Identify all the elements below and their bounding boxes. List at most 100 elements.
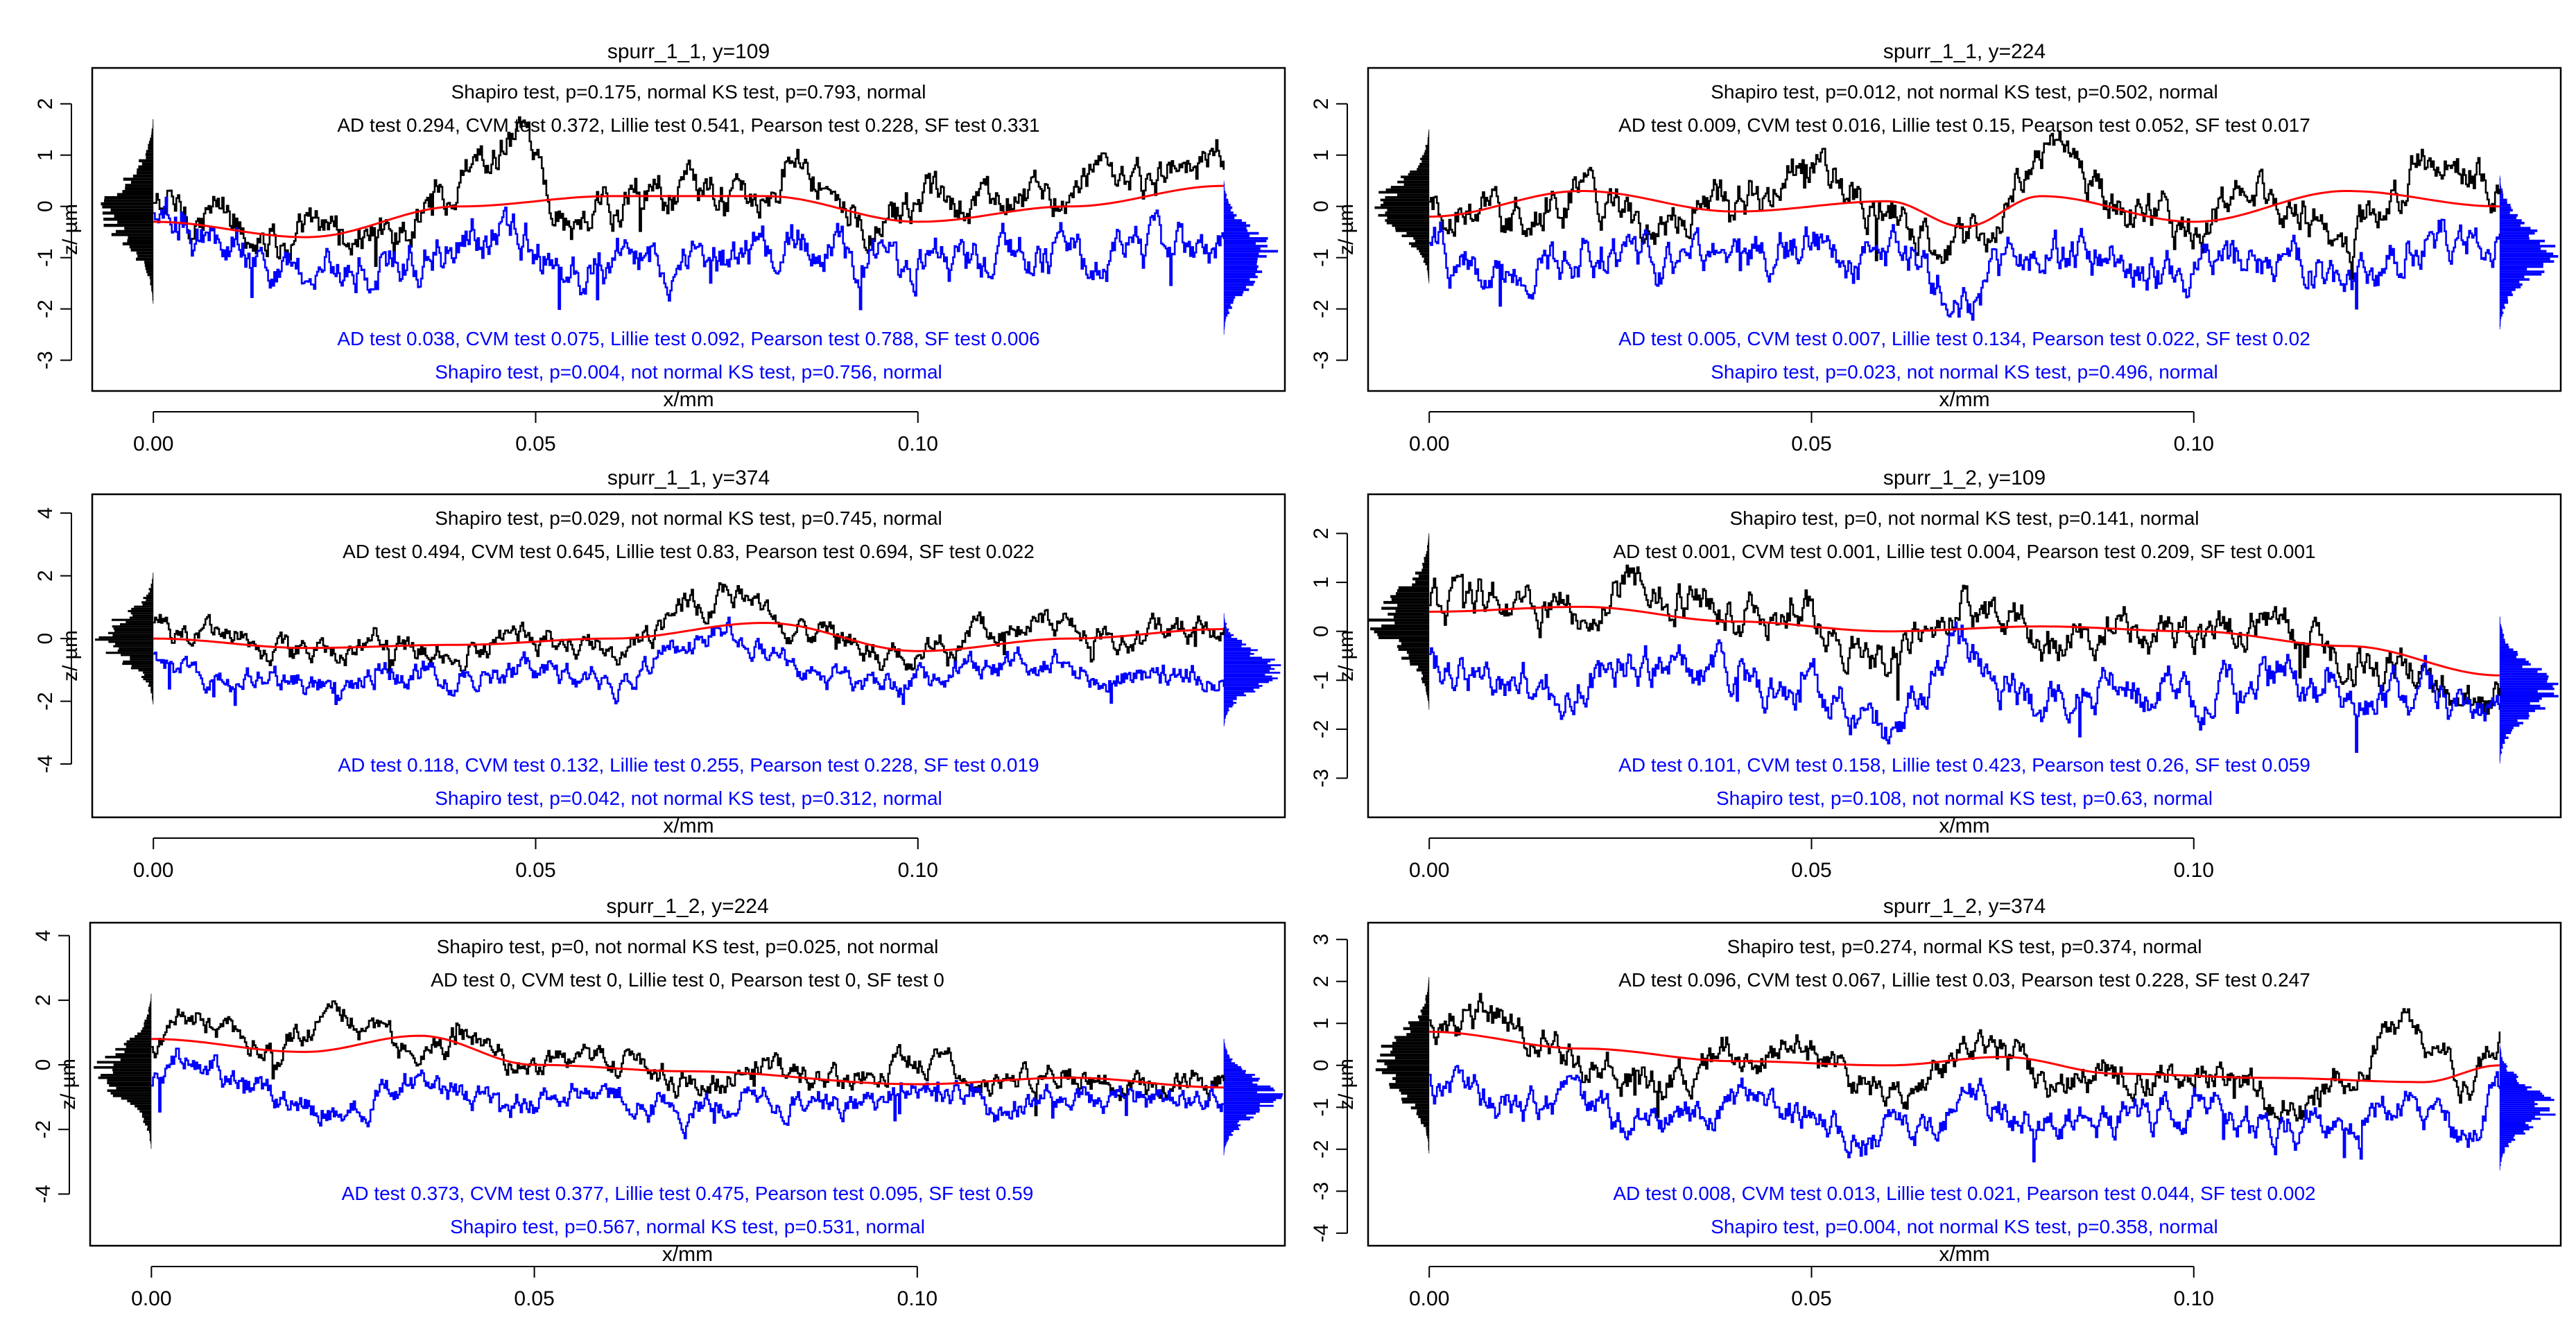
histogram-original-bar: [1428, 706, 1430, 710]
histogram-original-bar: [1397, 180, 1430, 184]
plot-area: [101, 116, 1279, 335]
histogram-filtered-bar: [2499, 707, 2545, 710]
histogram-original-bar: [1394, 227, 1430, 229]
histogram-original-bar: [1422, 674, 1430, 678]
histogram-original-bar: [1424, 1003, 1430, 1007]
histogram-original-bar: [114, 629, 154, 632]
panel-2: spurr_1_1, y=224 Shapiro test, p=0.012, n…: [1310, 40, 2562, 455]
chart-title: spurr_1_1, y=109: [607, 40, 770, 63]
histogram-filtered-bar: [2499, 265, 2543, 268]
blue-stats-line-2: Shapiro test, p=0.108, not normal KS tes…: [1716, 788, 2213, 809]
x-tick-label: 0.10: [2174, 1287, 2214, 1310]
histogram-filtered-bar: [1223, 1138, 1229, 1140]
histogram-filtered-bar: [1223, 1099, 1277, 1102]
histogram-original-bar: [130, 1037, 152, 1041]
histogram-filtered: [1223, 180, 1279, 335]
histogram-original-bar: [130, 1102, 152, 1105]
x-tick-label: 0.10: [2174, 859, 2214, 882]
histogram-filtered-bar: [2499, 283, 2523, 286]
histogram-original-bar: [1428, 1145, 1430, 1148]
histogram-filtered-bar: [2499, 278, 2530, 281]
histogram-original-bar: [1410, 170, 1430, 173]
histogram-original-bar: [113, 645, 154, 647]
histogram-original-bar: [1398, 586, 1430, 589]
histogram-filtered-bar: [1223, 636, 1231, 638]
histogram-filtered-bar: [2499, 1142, 2509, 1145]
histogram-original-bar: [150, 1001, 152, 1004]
histogram-filtered-bar: [2499, 687, 2555, 690]
histogram-filtered-bar: [1223, 1072, 1246, 1075]
histogram-original-bar: [128, 609, 154, 613]
histogram-filtered-bar: [1223, 630, 1229, 633]
histogram-filtered-bar: [2499, 1134, 2515, 1137]
series-line-original: [153, 582, 1225, 675]
histogram-original-bar: [1409, 659, 1430, 663]
histogram-filtered-bar: [2499, 1149, 2505, 1151]
histogram-filtered-bar: [1223, 275, 1258, 279]
histogram-original-bar: [1427, 991, 1430, 995]
histogram-filtered-bar: [1223, 270, 1263, 273]
histogram-filtered-bar: [1223, 641, 1243, 644]
histogram-filtered-bar: [2499, 1077, 2516, 1080]
chart-title: spurr_1_2, y=374: [1883, 895, 2046, 918]
histogram-original-bar: [1415, 580, 1430, 584]
histogram-filtered-bar: [2499, 316, 2502, 320]
histogram-filtered-bar: [1223, 1103, 1260, 1105]
y-tick-label: 2: [1310, 98, 1333, 110]
histogram-filtered-bar: [1223, 1087, 1274, 1090]
y-tick-label: -3: [1310, 769, 1333, 788]
histogram-original-bar: [130, 667, 154, 670]
histogram-original-bar: [130, 658, 154, 661]
histogram-original: [1368, 533, 1430, 710]
histogram-filtered-bar: [1223, 1118, 1250, 1121]
histogram-original-bar: [1427, 270, 1430, 273]
histogram-original-bar: [109, 1084, 152, 1087]
series-line-filtered: [153, 616, 1225, 706]
histogram-original-bar: [1378, 214, 1430, 217]
histogram-original-bar: [1395, 609, 1430, 613]
blue-stats-line-1: AD test 0.038, CVM test 0.075, Lillie te…: [337, 328, 1039, 349]
histogram-filtered-bar: [2499, 237, 2530, 240]
histogram-filtered-bar: [1223, 301, 1234, 304]
histogram-original-bar: [1427, 545, 1430, 548]
histogram-original-bar: [1403, 183, 1430, 186]
y-tick-label: 0: [32, 1059, 55, 1071]
y-tick-label: -2: [32, 1120, 55, 1139]
y-tick-label: -3: [1310, 1182, 1333, 1201]
histogram-original-bar: [1427, 142, 1430, 145]
histogram-filtered-bar: [1223, 1140, 1228, 1142]
histogram-filtered-bar: [1223, 1133, 1233, 1136]
histogram-filtered-bar: [2499, 1050, 2502, 1053]
histogram-original-bar: [113, 627, 154, 630]
histogram-filtered-bar: [1223, 304, 1231, 306]
histogram-original-bar: [1426, 1000, 1430, 1004]
histogram-original-bar: [1427, 695, 1430, 698]
x-tick-label: 0.00: [1409, 859, 1449, 882]
histogram-original-bar: [117, 649, 154, 652]
histogram-filtered-bar: [2499, 636, 2504, 639]
histogram-filtered-bar: [1223, 1081, 1253, 1084]
histogram-original-bar: [1410, 1029, 1430, 1034]
histogram-filtered-bar: [2499, 663, 2531, 666]
histogram-original-bar: [145, 266, 154, 270]
histogram-original-bar: [98, 1076, 152, 1079]
histogram-original-bar: [115, 1053, 152, 1056]
histogram-original-bar: [1424, 557, 1430, 560]
histogram-filtered-bar: [1223, 672, 1281, 674]
histogram-original-bar: [1417, 1015, 1430, 1018]
histogram-filtered-bar: [2499, 1056, 2502, 1059]
histogram-filtered-bar: [2499, 704, 2541, 708]
histogram-filtered-bar: [1223, 1147, 1225, 1150]
histogram-filtered-bar: [1223, 613, 1225, 616]
histogram-original-bar: [1388, 612, 1430, 616]
histogram-original-bar: [102, 211, 154, 215]
histogram-original-bar: [134, 605, 154, 608]
histogram-original-bar: [1409, 1024, 1430, 1027]
histogram-filtered-bar: [2499, 729, 2512, 732]
histogram-original-bar: [1427, 1136, 1430, 1139]
histogram-original-bar: [152, 697, 154, 700]
histogram-original-bar: [126, 1040, 152, 1043]
plot-area: [94, 993, 1283, 1156]
y-axis-label: z/ µm: [1335, 1059, 1358, 1110]
histogram-filtered-bar: [2499, 280, 2520, 284]
